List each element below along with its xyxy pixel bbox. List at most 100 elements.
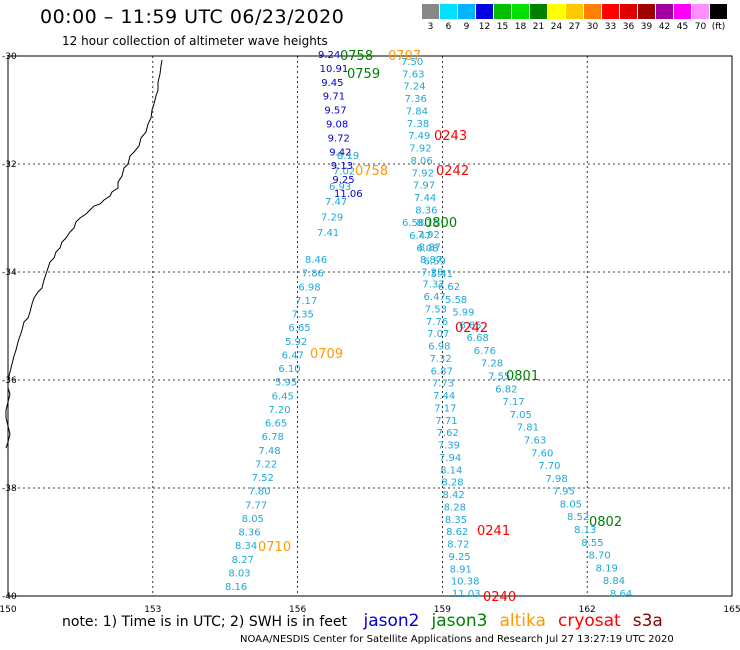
wave-height-value: 7.20 — [268, 405, 290, 416]
wave-height-value: 6.47 — [424, 292, 446, 303]
wave-height-value: 8.35 — [445, 515, 467, 526]
wave-height-value: 8.14 — [440, 465, 462, 476]
wave-height-value: 7.94 — [439, 453, 461, 464]
lat-tick-label: -36 — [2, 376, 17, 386]
wave-height-value: 8.46 — [305, 255, 327, 266]
pass-time-label: 0800 — [424, 216, 457, 231]
wave-height-value: 7.36 — [405, 94, 427, 105]
wave-height-value: 7.22 — [255, 459, 277, 470]
wave-height-value: 7.28 — [481, 359, 503, 370]
colorbar-swatch — [422, 4, 439, 19]
colorbar-label: 42 — [658, 22, 671, 32]
wave-height-value: 6.10 — [278, 364, 300, 375]
wave-height-value: 7.02 — [333, 166, 355, 177]
pass-time-label: 0707 — [388, 49, 421, 64]
wave-height-value: 8.42 — [443, 490, 465, 501]
wave-height-value: 9.72 — [328, 133, 350, 144]
lat-tick-label: -30 — [2, 52, 17, 62]
satellite-legend-item: jason2 — [363, 611, 420, 631]
wave-height-value: 8.87 — [419, 243, 441, 254]
wave-height-value: 9.45 — [321, 78, 343, 89]
wave-height-value: 9.25 — [448, 552, 470, 563]
wave-height-value: 9.08 — [326, 120, 348, 131]
wave-height-value: 7.39 — [438, 441, 460, 452]
wave-height-value: 7.44 — [414, 193, 436, 204]
wave-height-value: 8.03 — [228, 568, 250, 579]
credit-line: NOAA/NESDIS Center for Satellite Applica… — [240, 634, 674, 645]
wave-height-value: 7.49 — [408, 131, 430, 142]
wave-height-value: 8.28 — [441, 478, 463, 489]
colorbar-swatch — [530, 4, 547, 19]
pass-time-label: 0240 — [483, 590, 516, 605]
wave-height-value: 8.13 — [416, 218, 438, 229]
colorbar-label: 45 — [676, 22, 689, 32]
wave-height-value: 6.68 — [467, 333, 489, 344]
wave-height-value: 7.95 — [553, 487, 575, 498]
colorbar-label: 39 — [640, 22, 653, 32]
wave-height-value: 8.16 — [225, 582, 247, 593]
wave-height-value: 8.27 — [232, 555, 254, 566]
wave-height-value: 7.28 — [421, 267, 443, 278]
wave-height-value: 5.41 — [431, 269, 453, 280]
colorbar-label: (ft) — [711, 22, 726, 32]
wave-height-value: 7.52 — [252, 473, 274, 484]
colorbar-label: 21 — [532, 22, 545, 32]
lat-tick-label: -34 — [2, 268, 17, 278]
wave-height-value: 7.97 — [413, 181, 435, 192]
colorbar-label: 70 — [694, 22, 707, 32]
wave-height-value: 7.41 — [317, 228, 339, 239]
wave-height-value: 7.17 — [295, 296, 317, 307]
colorbar-swatch — [656, 4, 673, 19]
colorbar-swatch — [512, 4, 529, 19]
wave-height-value: 6.98 — [428, 342, 450, 353]
wave-height-value: 6.87 — [431, 366, 453, 377]
wave-height-value: 9.71 — [323, 92, 345, 103]
wave-height-value: 9.57 — [324, 106, 346, 117]
colorbar-swatch — [638, 4, 655, 19]
wave-height-value: 5.95 — [275, 378, 297, 389]
wave-height-value: 5.92 — [285, 337, 307, 348]
wave-height-value: 11.06 — [334, 189, 363, 200]
wave-height-value: 8.05 — [560, 499, 582, 510]
wave-height-value: 7.77 — [245, 500, 267, 511]
altimeter-tracks: 7.507.637.247.367.847.387.497.928.067.92… — [225, 50, 632, 600]
wave-height-value: 6.65 — [265, 419, 287, 430]
wave-height-value: 8.19 — [596, 563, 618, 574]
wave-height-value: 6.82 — [495, 384, 517, 395]
colorbar-label: 27 — [568, 22, 581, 32]
satellite-legend-item: altika — [499, 611, 546, 631]
wave-height-value: 7.81 — [517, 423, 539, 434]
wave-height-value: 7.17 — [434, 403, 456, 414]
colorbar-swatch — [584, 4, 601, 19]
colorbar-label: 15 — [496, 22, 509, 32]
colorbar-label: 3 — [427, 22, 434, 32]
wave-height-value: 7.92 — [412, 168, 434, 179]
satellite-legend-item: jason3 — [431, 611, 488, 631]
wave-height-value: 7.05 — [510, 410, 532, 421]
wave-height-value: 7.60 — [531, 448, 553, 459]
wave-height-value: 9.24 — [318, 50, 340, 61]
pass-time-label: 0241 — [477, 524, 510, 539]
wave-height-value: 8.87 — [420, 255, 442, 266]
wave-height-value: 7.92 — [409, 144, 431, 155]
wave-height-value: 8.05 — [242, 514, 264, 525]
wave-height-value: 6.65 — [288, 323, 310, 334]
pass-time-label: 0758 — [340, 49, 373, 64]
wave-height-value: 8.36 — [238, 528, 260, 539]
wave-height-value: 7.86 — [302, 269, 324, 280]
lon-tick-label: 159 — [434, 605, 451, 615]
wave-height-value: 6.76 — [474, 346, 496, 357]
pass-time-label: 0709 — [310, 347, 343, 362]
wave-height-value: 7.80 — [248, 487, 270, 498]
colorbar-label: 12 — [478, 22, 491, 32]
wave-height-value: 6.85 — [459, 320, 481, 331]
colorbar-label: 9 — [463, 22, 470, 32]
wave-height-value: 7.37 — [422, 280, 444, 291]
wave-height-value: 7.76 — [426, 317, 448, 328]
wave-height-value: 9.42 — [329, 147, 351, 158]
colorbar-swatch — [458, 4, 475, 19]
wave-height-value: 7.55 — [488, 372, 510, 383]
map-border — [7, 55, 733, 597]
wave-height-value: 8.64 — [610, 589, 632, 600]
